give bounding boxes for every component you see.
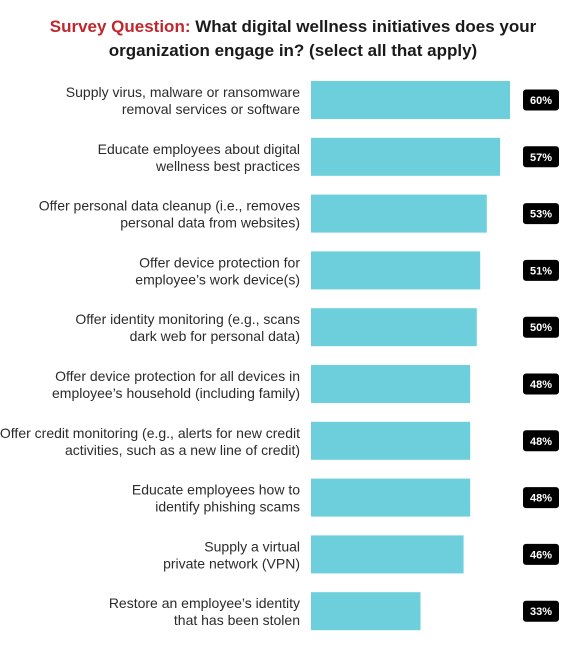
bar-row: Restore an employee’s identity that has b… — [109, 592, 559, 631]
bar-row: Offer credit monitoring (e.g., alerts fo… — [0, 421, 559, 460]
category-label-line: Educate employees how to — [132, 482, 300, 498]
category-label-line: activities, such as a new line of credit… — [65, 442, 300, 458]
category-label-line: Offer identity monitoring (e.g., scans — [75, 311, 300, 327]
category-label: Offer device protection for employee’s wo… — [135, 254, 300, 287]
title-prefix: Survey Question: — [49, 17, 191, 36]
title-line-2: organization engage in? (select all that… — [108, 41, 478, 60]
value-label: 53% — [530, 209, 552, 221]
bar-row: Educate employees how to identify phishin… — [132, 478, 559, 517]
bar — [311, 592, 421, 631]
category-label-line: Educate employees about digital — [98, 141, 300, 157]
bar — [311, 365, 471, 403]
category-label-line: employee’s work device(s) — [135, 271, 300, 287]
bar — [311, 478, 471, 517]
title-line-1: Survey Question: What digital wellness i… — [0, 15, 586, 39]
category-label: Educate employees how to identify phishin… — [132, 482, 300, 515]
bar — [311, 137, 501, 176]
category-label-line: wellness best practices — [155, 158, 300, 174]
category-label-line: Supply a virtual — [204, 538, 300, 554]
bar — [311, 194, 487, 233]
value-label: 60% — [530, 95, 552, 107]
category-label: Restore an employee’s identity that has b… — [109, 595, 300, 628]
bar — [311, 421, 471, 460]
bar — [311, 535, 464, 574]
value-label: 46% — [530, 549, 552, 561]
category-label: Supply a virtual private network (VPN) — [163, 538, 300, 571]
value-badge — [523, 487, 559, 509]
category-label-line: employee’s household (including family) — [52, 385, 300, 401]
chart-title: Survey Question: What digital wellness i… — [0, 15, 586, 63]
value-label: 50% — [530, 322, 552, 334]
bar — [311, 308, 477, 347]
category-label: Educate employees about digital wellness … — [98, 141, 300, 174]
value-badge — [523, 89, 559, 111]
category-label: Offer credit monitoring (e.g., alerts fo… — [0, 425, 300, 458]
value-badge — [523, 316, 559, 338]
bar — [311, 81, 510, 119]
bar-row: Offer device protection for employee’s wo… — [135, 251, 559, 290]
category-label-line: Offer device protection for — [139, 254, 300, 270]
value-badge — [523, 543, 559, 565]
bar-row: Supply virus, malware or ransomware remov… — [66, 81, 559, 119]
category-label: Offer personal data cleanup (i.e., remov… — [39, 198, 300, 231]
bar-row: Educate employees about digital wellness … — [98, 137, 559, 176]
value-badge — [523, 146, 559, 168]
value-badge — [523, 430, 559, 452]
bar — [311, 251, 481, 290]
bar-row: Offer identity monitoring (e.g., scans da… — [75, 308, 559, 347]
title-text-1: What digital wellness initiatives does y… — [195, 17, 537, 36]
category-label-line: private network (VPN) — [163, 555, 300, 571]
category-label: Supply virus, malware or ransomware remov… — [66, 84, 300, 117]
value-label: 57% — [530, 152, 552, 164]
value-label: 33% — [530, 606, 552, 618]
category-label-line: Offer credit monitoring (e.g., alerts fo… — [0, 425, 300, 441]
value-label: 48% — [530, 493, 552, 505]
value-badge — [523, 203, 559, 225]
category-label-line: dark web for personal data) — [130, 328, 300, 344]
category-label: Offer identity monitoring (e.g., scans da… — [75, 311, 300, 344]
category-label-line: identify phishing scams — [155, 499, 300, 515]
value-label: 48% — [530, 436, 552, 448]
bar-row: Offer device protection for all devices … — [52, 365, 559, 403]
category-label: Offer device protection for all devices … — [52, 368, 300, 401]
category-label-line: removal services or software — [122, 101, 300, 117]
bar-row: Offer personal data cleanup (i.e., remov… — [39, 194, 559, 233]
value-label: 48% — [530, 379, 552, 391]
category-label-line: personal data from websites) — [120, 215, 300, 231]
value-badge — [523, 373, 559, 395]
category-label-line: Offer personal data cleanup (i.e., remov… — [39, 198, 300, 214]
value-label: 51% — [530, 265, 552, 277]
category-label-line: Offer device protection for all devices … — [55, 368, 300, 384]
value-badge — [523, 259, 559, 281]
category-label-line: Supply virus, malware or ransomware — [66, 84, 300, 100]
category-label-line: Restore an employee’s identity — [109, 595, 300, 611]
value-badge — [523, 600, 559, 622]
bar-row: Supply a virtual private network (VPN) 46% — [163, 535, 559, 574]
category-label-line: that has been stolen — [174, 612, 300, 628]
